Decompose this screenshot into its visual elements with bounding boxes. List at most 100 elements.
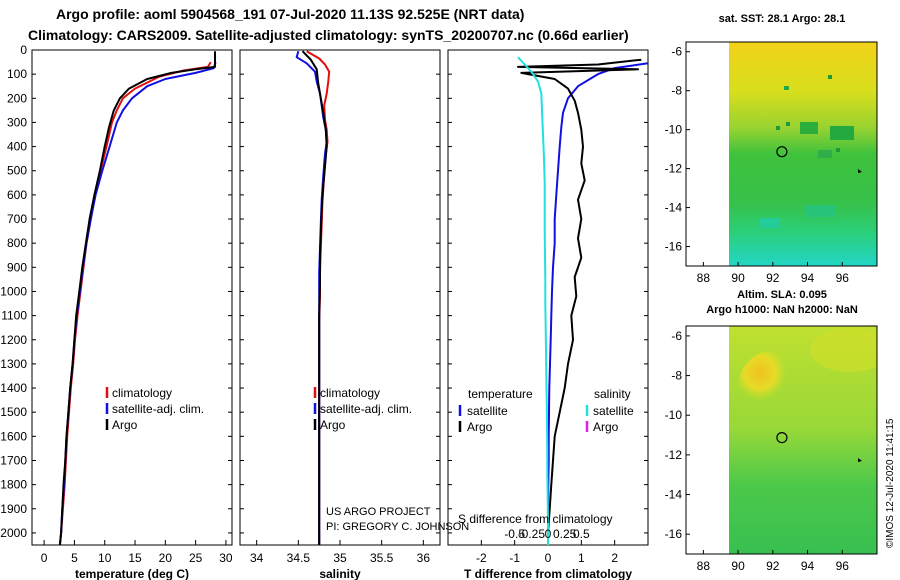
legend-label: climatology [320,386,380,400]
y-tick-label: 800 [7,236,27,250]
legend-label: satellite [467,404,508,418]
y-tick-label: 1100 [1,309,27,323]
x-tick-label: 15 [128,551,142,565]
map-north-marker-2 [858,458,862,462]
x-tick-label: 20 [159,551,173,565]
sst-map-title: sat. SST: 28.1 Argo: 28.1 [719,13,846,25]
salinity-axes-frame [239,49,441,546]
map-y-tick-label: -10 [665,123,683,137]
map-y-tick-label: -10 [665,408,683,422]
y-tick-label: 1700 [0,453,27,467]
legend-label: satellite-adj. clim. [112,402,204,416]
x-tick-label: -1 [509,551,520,565]
x-tick-label: 25 [189,551,203,565]
legend-label: satellite-adj. clim. [320,402,412,416]
s-tick-label: 0 [545,527,552,541]
legend-label: Argo [112,418,138,432]
series-line-argo [58,51,216,546]
map-x-tick-label: 88 [697,559,711,573]
map-y-tick-label: -6 [671,45,682,59]
y-tick-label: 1500 [0,405,27,419]
x-tick-label: 30 [219,551,233,565]
s-tick-label: 0.5 [573,527,590,541]
map-x-tick-label: 96 [836,271,850,285]
series-line-satellite-adj-clim- [295,50,328,545]
y-tick-label: 200 [7,91,27,105]
x-tick-label: 35 [333,551,347,565]
series-line-t-argo [517,58,642,545]
x-axis-label: T difference from climatology [464,567,632,580]
s-tick-label: 0.25 [553,527,577,541]
series-line-t-satellite [547,62,649,545]
legend-label: Argo [593,420,619,434]
map-y-tick-label: -16 [665,240,683,254]
legend-label: Argo [467,420,493,434]
x-axis-label: temperature (deg C) [75,567,189,580]
sst-map-field [729,42,877,266]
title-line-2: Climatology: CARS2009. Satellite-adjuste… [28,27,629,43]
sla-map-title-1: Altim. SLA: 0.095 [737,289,827,301]
map-y-tick-label: -14 [665,201,683,215]
s-axis-label: S difference from climatology [458,512,613,526]
legend-temperature-heading: temperature [468,387,533,401]
map-x-tick-label: 88 [697,271,711,285]
map-x-tick-label: 94 [801,271,815,285]
legend-label: satellite [593,404,634,418]
map-x-tick-label: 92 [766,559,780,573]
series-line-s-satellite [517,56,549,545]
x-tick-label: 2 [611,551,618,565]
sst-map-ticks: 88 90 92 94 96 -6 -8 -10 -12 -14 -16 [665,45,850,285]
legend-label: climatology [112,386,172,400]
y-tick-label: 100 [7,67,27,81]
x-tick-label: 5 [71,551,78,565]
x-tick-label: 36 [417,551,431,565]
temperature-plot: 0 5 10 15 20 25 30 temperature (deg C) 0 100 200 30… [0,43,233,580]
s-tick-label: -0.25 [518,527,546,541]
y-tick-label: 900 [7,260,27,274]
map-x-tick-label: 90 [731,271,745,285]
x-tick-label: 34.5 [287,551,311,565]
x-tick-label: -2 [476,551,487,565]
map-x-tick-label: 90 [731,559,745,573]
map-y-tick-label: -14 [665,488,683,502]
x-tick-label: 10 [98,551,112,565]
temperature-axes-frame [31,49,233,546]
map-y-tick-label: -12 [665,448,683,462]
map-north-marker [858,169,862,173]
y-tick-label: 1600 [0,429,27,443]
x-tick-label: 34 [250,551,264,565]
difference-plot: -2 -1 0 1 2 T difference from climatology temp… [448,49,649,580]
y-tick-label: 500 [7,164,27,178]
map-y-tick-label: -16 [665,527,683,541]
sla-map-frame [685,325,878,555]
argo-float-marker-sla [776,432,788,444]
x-tick-label: 35.5 [370,551,394,565]
map-y-tick-label: -8 [671,84,682,98]
y-tick-label: 1800 [0,478,27,492]
credit-text: US ARGO PROJECT [326,506,431,518]
y-tick-label: 0 [20,43,27,57]
x-tick-label: 0 [41,551,48,565]
series-line-argo [301,50,328,545]
salinity-plot: 34 34.5 35 35.5 36 salinity climatology satelli… [240,49,469,580]
x-axis-label: salinity [319,567,361,580]
y-tick-label: 300 [7,115,27,129]
x-tick-label: 1 [578,551,585,565]
y-tick-label: 1000 [0,284,27,298]
map-x-tick-label: 92 [766,271,780,285]
y-tick-label: 1300 [0,357,27,371]
sla-map-title-2: Argo h1000: NaN h2000: NaN [706,304,858,316]
sla-map-ticks: 88 90 92 94 96 -6 -8 -10 -12 -14 -16 [665,329,850,573]
title-line-1: Argo profile: aoml 5904568_191 07-Jul-20… [56,6,525,22]
credit-text: PI: GREGORY C. JOHNSON [326,521,469,533]
y-tick-label: 1400 [0,381,27,395]
map-x-tick-label: 96 [836,559,850,573]
x-tick-label: 0 [545,551,552,565]
y-tick-label: 400 [7,140,27,154]
y-tick-label: 600 [7,188,27,202]
argo-float-marker-sst [776,146,788,158]
map-x-tick-label: 94 [801,559,815,573]
legend-label: Argo [320,418,346,432]
map-y-tick-label: -12 [665,162,683,176]
